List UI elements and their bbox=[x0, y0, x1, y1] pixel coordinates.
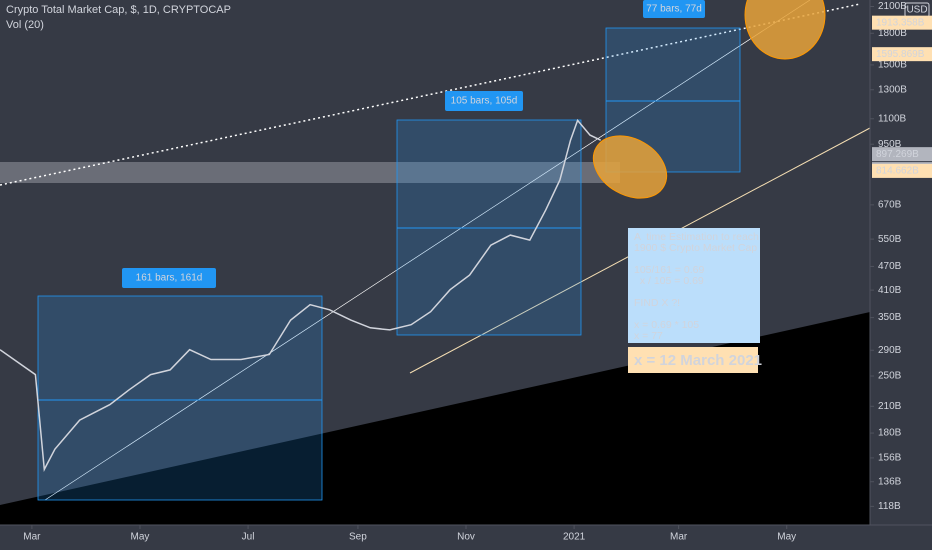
x-tick-label: Mar bbox=[23, 532, 41, 543]
y-tick-label: 2100B bbox=[878, 1, 907, 12]
note-line: x = 0.69 * 105 bbox=[634, 319, 699, 331]
note-line: FIND X ?! bbox=[634, 297, 680, 309]
y-tick-label: 1800B bbox=[878, 28, 907, 39]
y-tick-label: 118B bbox=[878, 501, 901, 512]
price-badge bbox=[872, 15, 932, 30]
x-tick-label: Nov bbox=[457, 532, 475, 543]
x-tick-label: Mar bbox=[670, 532, 688, 543]
y-tick-label: 670B bbox=[878, 199, 902, 210]
price-badge bbox=[872, 163, 932, 178]
x-tick-label: Jul bbox=[242, 532, 255, 543]
x-tick-label: 2021 bbox=[563, 532, 586, 543]
y-tick-label: 250B bbox=[878, 371, 902, 382]
price-label: 897.269B bbox=[876, 149, 919, 160]
trend-line bbox=[44, 0, 811, 501]
y-tick-label: 470B bbox=[878, 261, 902, 272]
note-line: x = 77 bbox=[634, 330, 663, 342]
y-tick-label: 410B bbox=[878, 285, 902, 296]
y-tick-label: 180B bbox=[878, 428, 902, 439]
price-label: 1913.358B bbox=[876, 17, 925, 28]
y-tick-label: 1500B bbox=[878, 60, 907, 71]
y-tick-label: 1100B bbox=[878, 113, 907, 124]
y-tick-label: 210B bbox=[878, 401, 902, 412]
measure-badge bbox=[122, 268, 216, 288]
price-label: 1595.869B bbox=[876, 49, 925, 60]
price-axis bbox=[870, 0, 932, 550]
note-line: A time Estimation to reach bbox=[634, 231, 759, 243]
measure-label: 105 bars, 105d bbox=[451, 96, 518, 107]
measure-label: 161 bars, 161d bbox=[136, 273, 203, 284]
target-ellipse bbox=[592, 135, 668, 199]
price-badge bbox=[872, 47, 932, 62]
chart-title: Crypto Total Market Cap, $, 1D, CRYPTOCA… bbox=[6, 4, 231, 16]
x-tick-label: May bbox=[777, 532, 796, 543]
chart-subtitle: Vol (20) bbox=[6, 19, 44, 31]
dotted-trend bbox=[0, 3, 861, 186]
y-tick-label: 290B bbox=[878, 345, 902, 356]
y-tick-label: 550B bbox=[878, 234, 902, 245]
price-label: 814.662B bbox=[876, 166, 919, 177]
y-tick-label: 156B bbox=[878, 453, 902, 464]
note-line: 1900 $ Crypto Market Cap bbox=[634, 242, 757, 254]
measure-label: 77 bars, 77d bbox=[646, 4, 702, 15]
measure-badge bbox=[445, 91, 523, 111]
currency: USD bbox=[906, 5, 927, 16]
note-line: x / 105 = 0.69 bbox=[634, 275, 704, 287]
target-ellipse bbox=[744, 0, 826, 60]
x-tick-label: May bbox=[131, 532, 150, 543]
price-line bbox=[0, 118, 602, 472]
result-box bbox=[628, 347, 758, 373]
y-tick-label: 950B bbox=[878, 139, 902, 150]
x-tick-label: Sep bbox=[349, 532, 367, 543]
measure-box bbox=[37, 295, 323, 501]
y-tick-label: 1300B bbox=[878, 84, 907, 95]
price-badge bbox=[872, 147, 932, 162]
note-box bbox=[628, 228, 760, 343]
note-line: 105/161 = 0.69 bbox=[634, 264, 705, 276]
range-band bbox=[0, 162, 620, 183]
y-tick-label: 136B bbox=[878, 476, 902, 487]
measure-badge bbox=[643, 0, 705, 18]
result-text: x = 12 March 2021 bbox=[634, 352, 762, 369]
y-tick-label: 350B bbox=[878, 312, 902, 323]
